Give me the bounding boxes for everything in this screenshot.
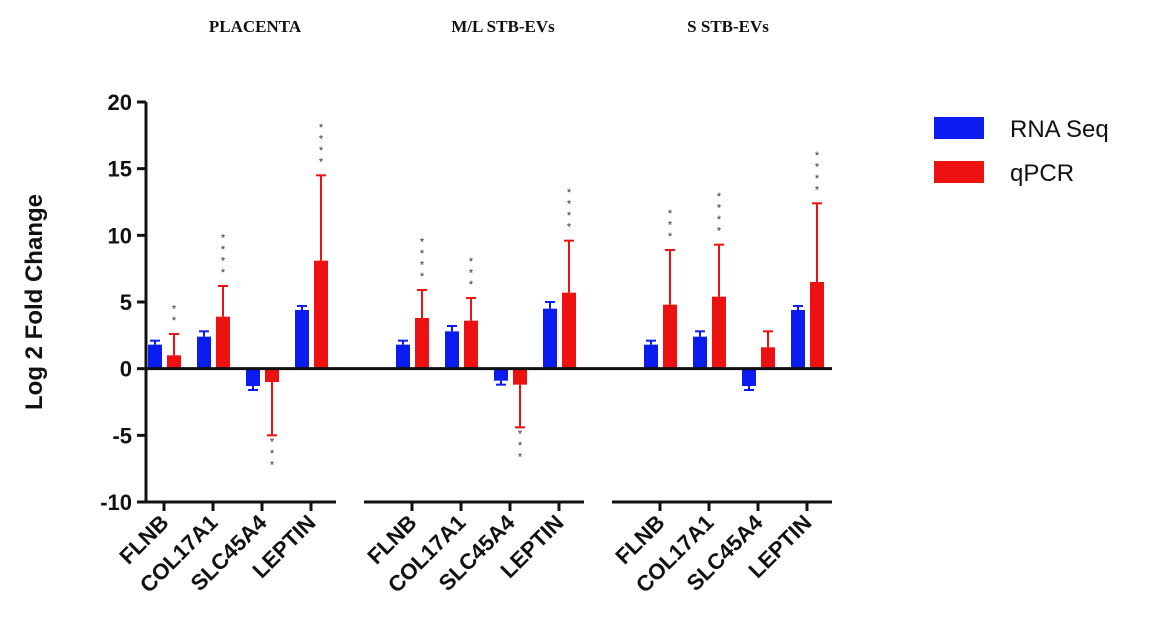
significance-star: * (815, 150, 820, 162)
significance-marker: * * * * (319, 122, 324, 169)
significance-marker: * * * * (815, 150, 820, 197)
bar-rna-seq (396, 344, 410, 369)
bar-rna-seq (543, 308, 557, 369)
bar-rna-seq (742, 368, 756, 386)
significance-star: * (815, 184, 820, 196)
significance-marker: * * * * (221, 233, 226, 280)
bar-qpcr (712, 296, 726, 369)
bar-qpcr (415, 318, 429, 369)
significance-star: * (717, 226, 722, 238)
significance-marker: * * (172, 304, 177, 328)
bar-qpcr (513, 368, 527, 385)
significance-marker: * * * (518, 428, 523, 463)
significance-star: * (567, 199, 572, 211)
bar-qpcr (663, 304, 677, 369)
significance-star: * (319, 133, 324, 145)
significance-star: * (518, 428, 523, 440)
y-tick-label: -5 (112, 423, 132, 448)
significance-star: * (420, 248, 425, 260)
bar-rna-seq (246, 368, 260, 386)
significance-star: * (567, 187, 572, 199)
group-titles: PLACENTA M/L STB-EVs S STB-EVs (209, 17, 769, 36)
bar-qpcr (167, 355, 181, 369)
bar-qpcr (464, 320, 478, 369)
significance-star: * (221, 233, 226, 245)
bar-rna-seq (494, 368, 508, 381)
bars: * ** * * ** * ** * * ** * * ** * ** * ** * * ** * ** * * ** * * * (148, 122, 824, 471)
group-title: S STB-EVs (687, 17, 769, 36)
significance-star: * (567, 210, 572, 222)
bar-qpcr (810, 282, 824, 369)
significance-star: * (668, 220, 673, 232)
y-tick-label: -10 (100, 490, 132, 515)
bar-rna-seq (693, 336, 707, 369)
legend-label: qPCR (1010, 160, 1074, 187)
significance-star: * (717, 191, 722, 203)
significance-star: * (717, 214, 722, 226)
significance-star: * (717, 203, 722, 215)
significance-marker: * * * * (420, 237, 425, 284)
bar-qpcr (562, 292, 576, 369)
significance-star: * (172, 304, 177, 316)
bar-rna-seq (148, 344, 162, 369)
bar-rna-seq (445, 331, 459, 369)
significance-star: * (270, 436, 275, 448)
significance-star: * (221, 267, 226, 279)
significance-star: * (319, 156, 324, 168)
y-tick-label: 10 (108, 223, 132, 248)
bar-rna-seq (644, 344, 658, 369)
legend-swatch-qpcr (934, 161, 984, 183)
significance-star: * (319, 145, 324, 157)
bar-qpcr (314, 260, 328, 369)
y-tick-label: 20 (108, 90, 132, 115)
significance-marker: * * * (469, 256, 474, 291)
significance-star: * (518, 451, 523, 463)
group-title: M/L STB-EVs (451, 17, 555, 36)
significance-star: * (221, 256, 226, 268)
significance-star: * (518, 440, 523, 452)
significance-star: * (668, 231, 673, 243)
significance-star: * (567, 222, 572, 234)
legend-label: RNA Seq (1010, 116, 1109, 143)
significance-star: * (319, 122, 324, 134)
significance-star: * (270, 448, 275, 460)
significance-star: * (469, 268, 474, 280)
significance-star: * (221, 244, 226, 256)
bar-qpcr (761, 347, 775, 369)
significance-star: * (270, 459, 275, 471)
y-tick-label: 0 (120, 357, 132, 382)
bar-rna-seq (295, 310, 309, 369)
significance-star: * (420, 260, 425, 272)
y-tick-label: 5 (120, 290, 132, 315)
bar-rna-seq (197, 336, 211, 369)
significance-star: * (420, 271, 425, 283)
legend-swatch-rna-seq (934, 117, 984, 139)
significance-star: * (815, 173, 820, 185)
y-axis-label: Log 2 Fold Change (21, 194, 48, 410)
significance-marker: * * * * (567, 187, 572, 234)
y-axis: -10 -5 0 5 10 15 20 Log 2 Fold Change (21, 90, 148, 515)
bar-qpcr (265, 368, 279, 382)
significance-star: * (815, 161, 820, 173)
significance-star: * (420, 237, 425, 249)
significance-star: * (668, 208, 673, 220)
significance-star: * (469, 256, 474, 268)
legend: RNA Seq qPCR (934, 116, 1109, 187)
bar-qpcr (216, 316, 230, 369)
significance-marker: * * * * (717, 191, 722, 238)
y-tick-label: 15 (108, 157, 132, 182)
significance-star: * (469, 279, 474, 291)
group-title: PLACENTA (209, 17, 302, 36)
significance-star: * (172, 315, 177, 327)
bar-rna-seq (791, 310, 805, 369)
significance-marker: * * * (270, 436, 275, 471)
significance-marker: * * * (668, 208, 673, 243)
